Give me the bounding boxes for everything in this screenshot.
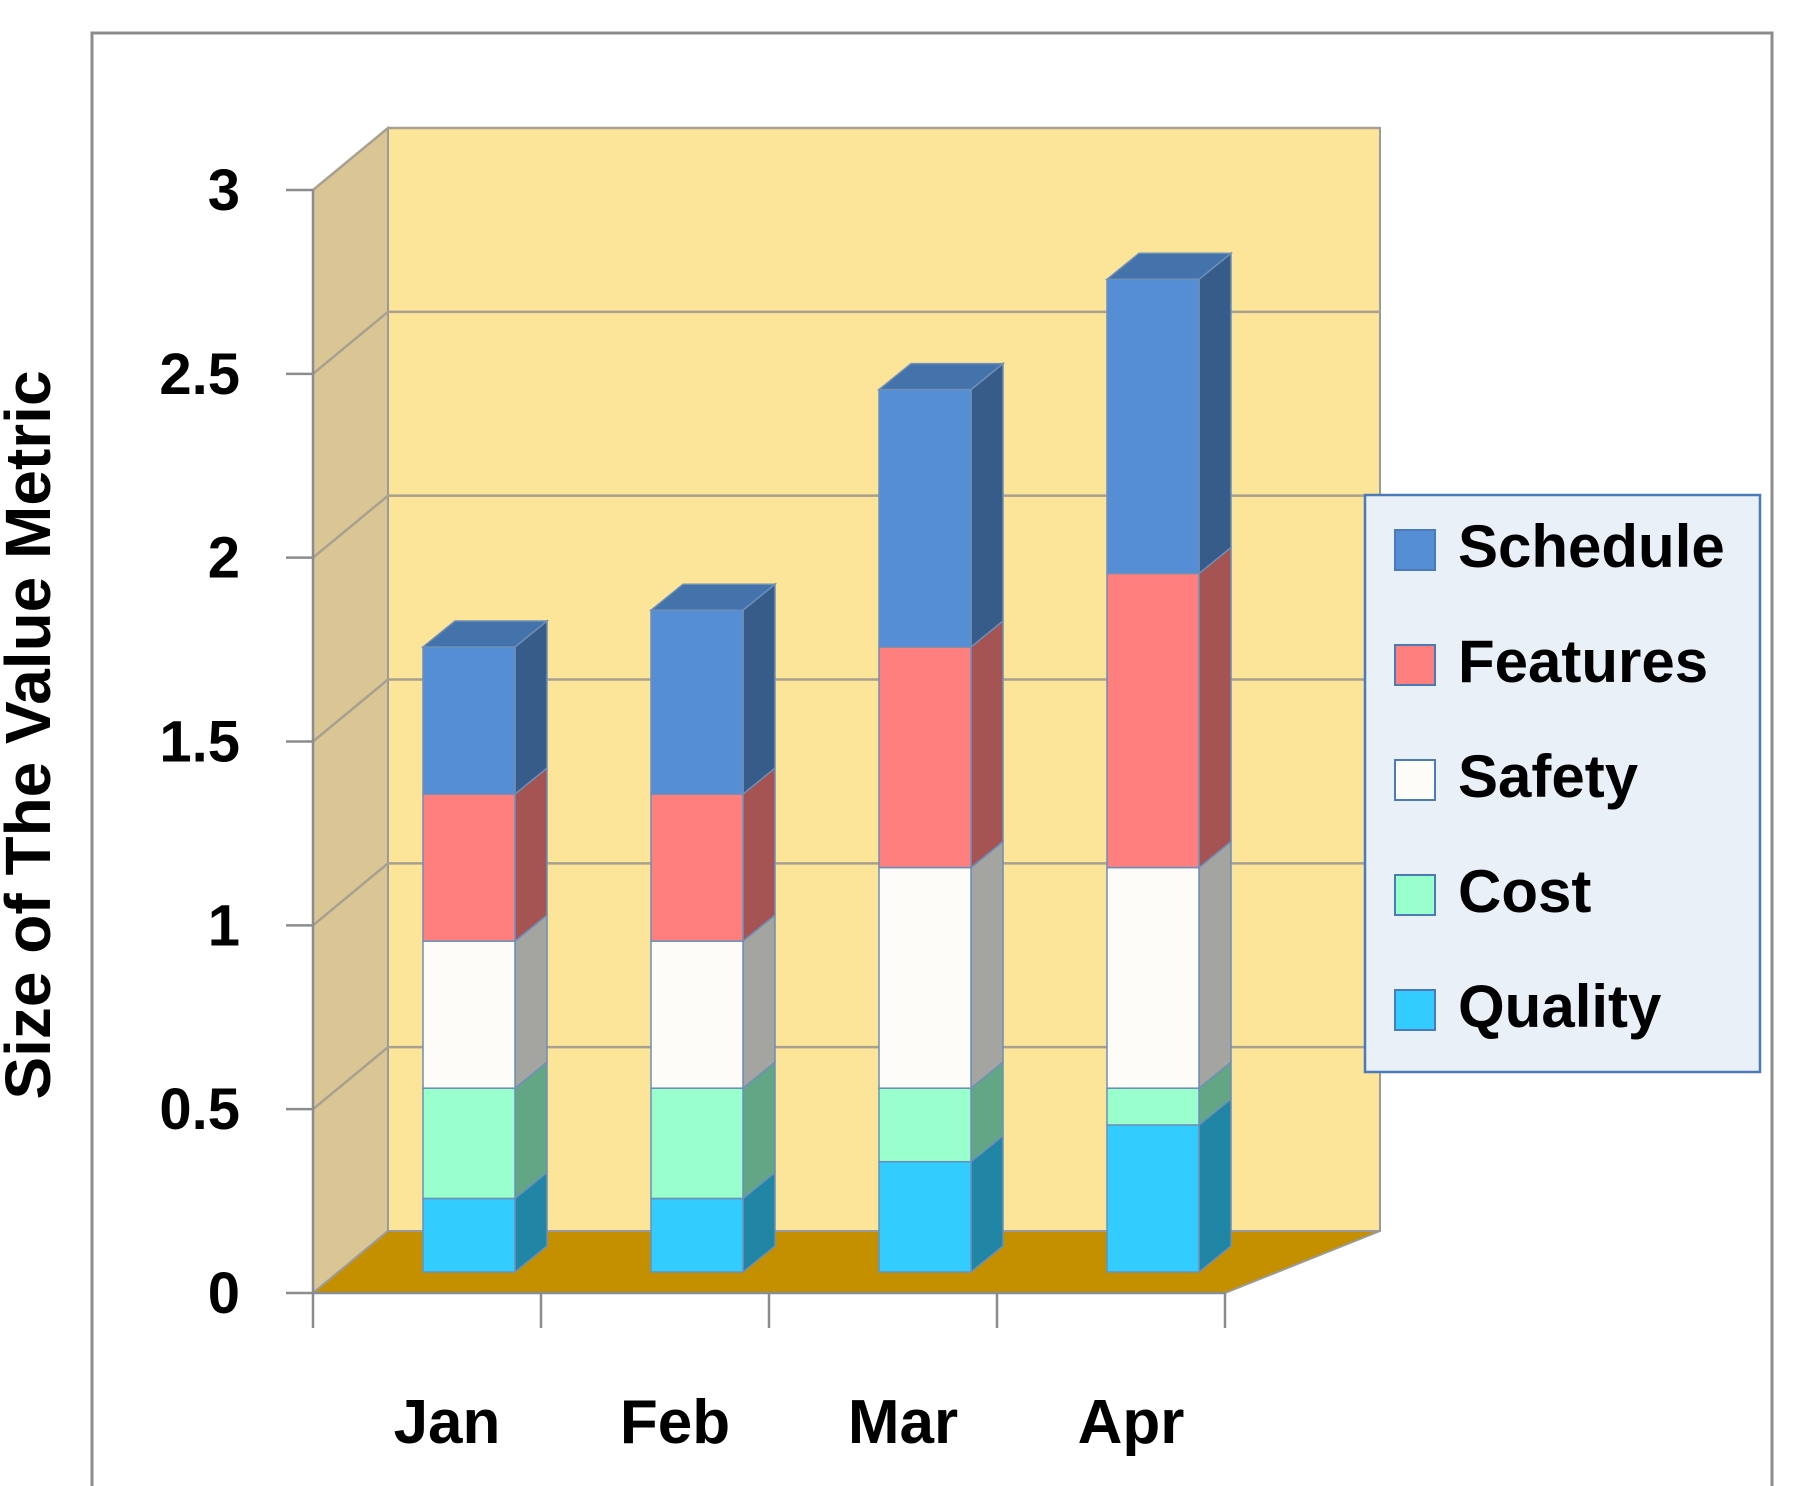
bar-segment	[422, 646, 516, 795]
legend-label: Features	[1458, 628, 1708, 695]
bar-segment	[422, 793, 516, 942]
bar-side	[970, 362, 1004, 649]
bar-side	[514, 766, 548, 943]
bar-side	[1198, 1097, 1232, 1274]
bar-segment	[878, 646, 972, 869]
y-tick-label: 0.5	[159, 1077, 240, 1142]
bar-stack	[876, 362, 1006, 1274]
gridline	[312, 494, 1380, 559]
legend-swatch	[1394, 529, 1436, 571]
bar-segment	[878, 388, 972, 648]
gridlines	[312, 126, 1380, 1111]
gridline	[312, 126, 1380, 191]
x-tick-label: Mar	[848, 1388, 958, 1457]
bar-top	[420, 620, 550, 648]
x-axis: Jan Feb Mar Apr	[311, 1291, 1227, 1457]
bar-stack	[420, 619, 550, 1274]
bar-segment	[650, 940, 744, 1089]
y-tick-label: 3	[208, 158, 240, 223]
bar-side	[1198, 839, 1232, 1090]
x-tick-label: Jan	[394, 1388, 501, 1457]
legend-swatch	[1394, 759, 1436, 801]
bar-side	[742, 913, 776, 1090]
bar-side	[970, 619, 1004, 870]
y-tick-label: 1.5	[159, 710, 240, 775]
bar-segment	[422, 1087, 516, 1200]
y-tick-label: 1	[208, 893, 240, 958]
legend-label: Cost	[1458, 858, 1591, 925]
bar-top	[876, 362, 1006, 391]
bars	[420, 251, 1234, 1274]
bar-segment	[650, 793, 744, 942]
bar-segment	[650, 1197, 744, 1273]
bar-segment	[1106, 1124, 1200, 1273]
bar-side	[514, 619, 548, 796]
bar-segment	[650, 1087, 744, 1200]
legend: Schedule Features Safety Cost Quality	[1363, 493, 1762, 1074]
bar-stack	[1104, 251, 1234, 1274]
gridline	[312, 310, 1380, 375]
bar-top	[648, 583, 778, 611]
bar-side	[742, 766, 776, 943]
y-tick-label: 0	[208, 1261, 240, 1326]
bar-side	[514, 913, 548, 1090]
bar-segment	[1106, 866, 1200, 1089]
bar-segment	[422, 940, 516, 1089]
legend-swatch	[1394, 874, 1436, 916]
y-axis-title: Size of The Value Metric	[0, 370, 64, 1099]
x-tick-label: Feb	[620, 1388, 730, 1457]
bar-segment	[878, 866, 972, 1089]
bar-segment	[422, 1197, 516, 1273]
y-tick-label: 2.5	[159, 342, 240, 407]
bar-side	[1198, 251, 1232, 576]
bar-segment	[878, 1160, 972, 1273]
legend-label: Quality	[1458, 973, 1662, 1040]
bar-top	[1104, 252, 1234, 281]
bar-segment	[878, 1087, 972, 1163]
y-tick-label: 2	[208, 526, 240, 591]
legend-label: Schedule	[1458, 513, 1725, 580]
bar-segment	[1106, 572, 1200, 869]
gridline	[312, 1045, 1380, 1111]
gridline	[312, 862, 1380, 927]
bar-side	[742, 582, 776, 796]
y-axis: 0 0.5 1 1.5 2 2.5 3	[159, 158, 315, 1326]
bar-side	[1198, 545, 1232, 870]
gridline	[312, 678, 1380, 743]
bar-segment	[1106, 1087, 1200, 1126]
legend-swatch	[1394, 644, 1436, 686]
x-tick-label: Apr	[1078, 1388, 1185, 1457]
bar-segment	[1106, 278, 1200, 575]
bar-side	[970, 839, 1004, 1090]
bar-segment	[650, 609, 744, 795]
bar-stack	[648, 582, 778, 1274]
legend-label: Safety	[1458, 743, 1639, 810]
legend-swatch	[1394, 989, 1436, 1031]
